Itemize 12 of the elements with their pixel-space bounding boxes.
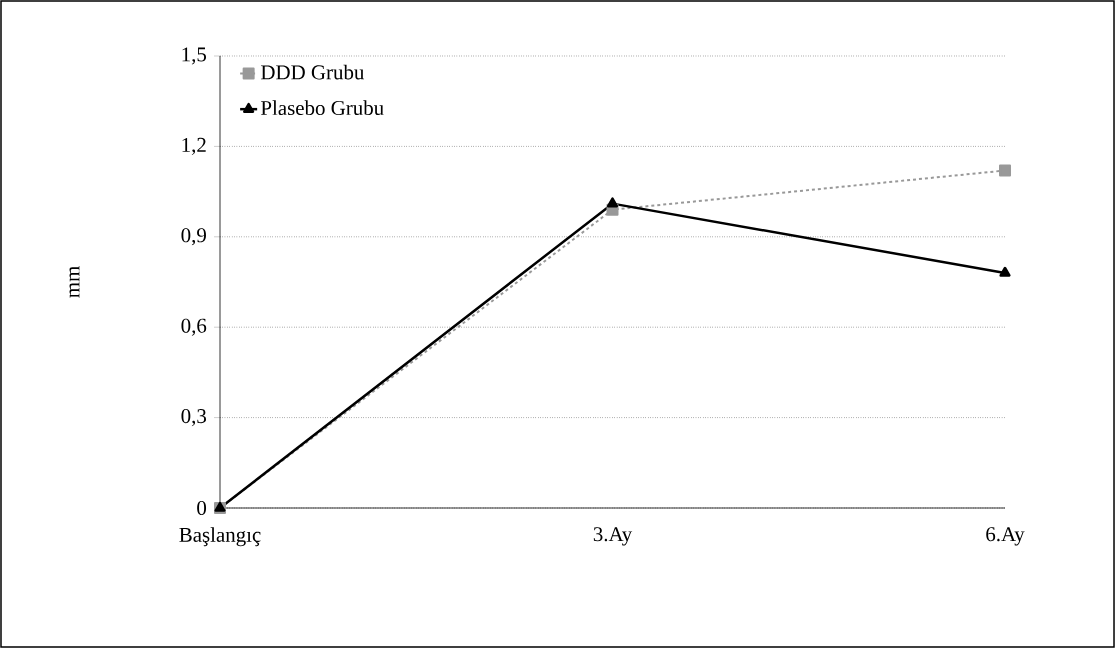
legend-label: Plasebo Grubu [260, 100, 384, 116]
y-axis-title: mm [69, 266, 80, 298]
x-tick-label: 6.Ay [986, 527, 1025, 546]
y-tick-label: 0,9 [181, 228, 206, 246]
x-tick-label: 3.Ay [593, 527, 633, 546]
y-tick-label: 1,5 [182, 47, 207, 65]
y-tick-label: 0,3 [181, 409, 207, 427]
y-tick-label: 0,6 [181, 318, 207, 336]
y-tick-label: 1,2 [182, 137, 206, 155]
x-tick-label: Başlangıç [179, 527, 261, 547]
y-tick-label: 0 [197, 500, 207, 516]
legend-label: DDD Grubu [260, 64, 365, 80]
